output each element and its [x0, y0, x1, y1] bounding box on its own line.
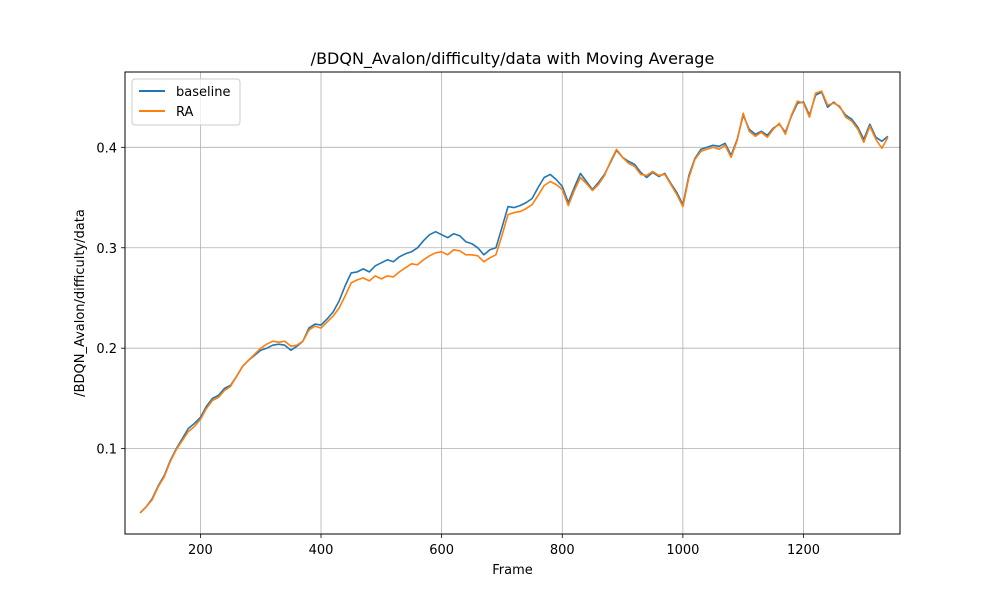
- x-axis-label: Frame: [492, 563, 533, 578]
- axis-ticks: 200 400 600 800 1000 1200 0.1 0.2 0.3 0.4: [96, 141, 820, 558]
- y-tick-label: 0.1: [96, 443, 117, 458]
- y-axis-label: /BDQN_Avalon/difficulty/data: [73, 209, 88, 397]
- x-tick-label: 1000: [666, 543, 699, 558]
- legend-label-baseline: baseline: [176, 85, 230, 100]
- series-line-ra: [139, 90, 889, 514]
- series-line-baseline: [139, 91, 889, 514]
- x-tick-label: 400: [309, 543, 334, 558]
- legend: baseline RA: [131, 78, 241, 126]
- y-tick-label: 0.3: [96, 242, 117, 257]
- x-tick-label: 600: [429, 543, 454, 558]
- chart-title: /BDQN_Avalon/difficulty/data with Moving…: [311, 49, 715, 69]
- legend-label-ra: RA: [176, 105, 194, 120]
- plot-frame: [124, 71, 901, 535]
- y-tick-label: 0.4: [96, 141, 117, 156]
- x-tick-label: 1200: [787, 543, 820, 558]
- x-tick-label: 800: [550, 543, 575, 558]
- y-tick-label: 0.2: [96, 342, 117, 357]
- series-lines: [139, 90, 889, 514]
- x-tick-label: 200: [188, 543, 213, 558]
- grid-lines: [125, 72, 900, 534]
